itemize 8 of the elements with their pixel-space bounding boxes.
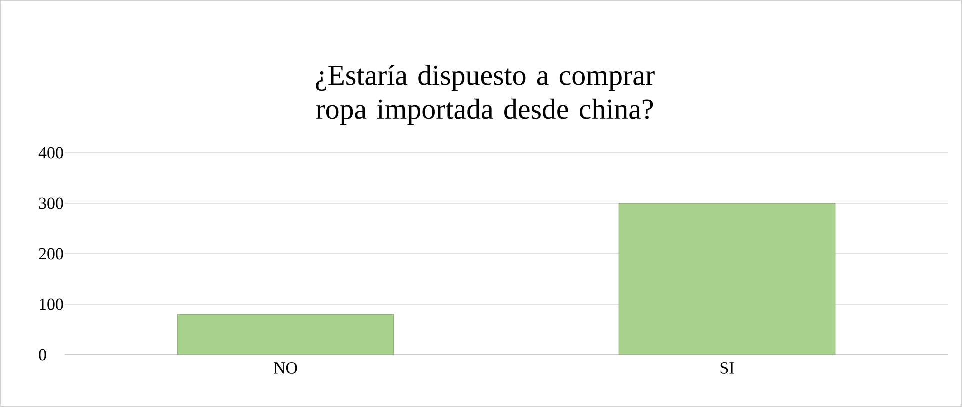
y-tick-label: 200 — [39, 248, 64, 260]
chart-title: ¿Estaría dispuesto a comprar ropa importada desde china? — [316, 64, 655, 126]
x-tick-label: SI — [720, 362, 734, 374]
y-tick-label: 400 — [38, 147, 64, 159]
y-tick-label: 0 — [39, 349, 46, 361]
x-tick-label: NO — [274, 362, 298, 374]
y-tick-label: 300 — [39, 198, 64, 210]
y-tick-label: 100 — [40, 298, 64, 310]
